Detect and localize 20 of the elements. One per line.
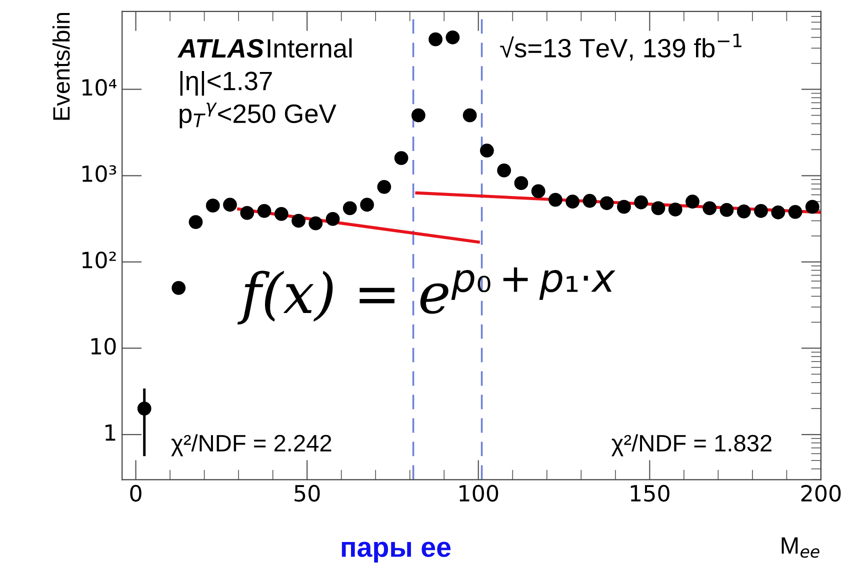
y-tick-label: 10⁴ xyxy=(82,78,117,96)
y-tick-label: 1 xyxy=(106,424,116,441)
x-tick-label: 100 xyxy=(460,484,498,502)
x-tick-label: 0 xyxy=(130,484,142,502)
annotation: √s=13 TeV, 139 fb$^{−1}$ xyxy=(500,34,742,61)
annotation: p$_{T}$$^{γ}$<250 GeV xyxy=(180,102,336,128)
y-tick-label: 10² xyxy=(82,252,116,268)
annotation: |η|<1.37 xyxy=(180,70,272,96)
annotation: χ²/NDF = 2.242 xyxy=(171,434,332,456)
x-tick-label: 50 xyxy=(294,484,320,502)
annotation: ATLAS xyxy=(177,39,264,58)
y-tick-label: 10³ xyxy=(82,165,116,182)
annotation: χ²/NDF = 1.832 xyxy=(612,434,772,456)
x-axis-title: M$_{ee}$ xyxy=(782,537,820,558)
text: пары ee xyxy=(342,542,451,562)
y-tick-label: 10 xyxy=(91,338,116,355)
y-axis-title: Events/bin xyxy=(52,12,70,120)
x-tick-label: 150 xyxy=(630,484,670,502)
x-tick-label: 200 xyxy=(801,484,841,502)
annotation: Internal xyxy=(268,38,352,58)
